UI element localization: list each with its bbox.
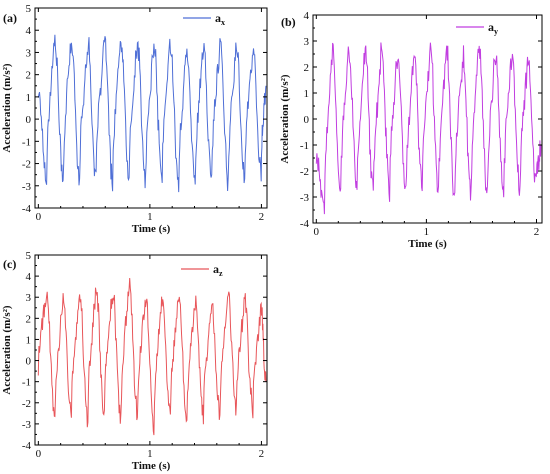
y-tick-label: -2 <box>22 398 31 410</box>
legend-subscript: z <box>219 269 223 278</box>
legend-main: a <box>215 11 221 25</box>
y-tick-label: 4 <box>26 271 32 283</box>
y-axis-label: Acceleration (m/s²) <box>1 63 13 152</box>
panel-label: (c) <box>3 257 16 271</box>
y-tick-label: -3 <box>22 419 32 431</box>
plot-frame <box>312 14 543 224</box>
x-tick-label: 1 <box>147 211 153 223</box>
legend-main: a <box>488 20 494 34</box>
series-line-az <box>37 277 267 436</box>
y-tick-label: -4 <box>22 203 32 215</box>
plot-frame <box>34 7 268 209</box>
x-tick-label: 0 <box>36 211 42 223</box>
y-axis-label: Acceleration (m/s²) <box>279 74 291 163</box>
x-tick-label: 2 <box>534 226 540 238</box>
x-axis-label: Time (s) <box>408 238 447 250</box>
y-tick-label: 1 <box>26 334 32 346</box>
x-tick-label: 0 <box>314 226 320 238</box>
y-tick-label: 4 <box>26 25 32 37</box>
y-tick-label: 2 <box>26 313 32 325</box>
legend-main: a <box>213 262 219 276</box>
x-tick-label: 1 <box>147 448 153 460</box>
legend-entry: ax <box>215 11 225 27</box>
x-tick-label: 0 <box>36 448 42 460</box>
y-tick-label: 1 <box>26 92 32 104</box>
y-tick-label: 5 <box>26 250 32 262</box>
y-tick-label: 3 <box>26 292 32 304</box>
panel-b: -4 -3 -2 -1 0 1 2 3 4 0 1 2 Time (s) Acceleration (m/… <box>279 10 543 250</box>
y-tick-label: 0 <box>26 356 32 368</box>
y-tick-label: 1 <box>304 88 310 100</box>
y-tick-label: 5 <box>26 3 32 15</box>
x-tick-label: 2 <box>259 448 265 460</box>
y-tick-label: -3 <box>22 181 32 193</box>
legend-entry: ay <box>488 20 498 36</box>
y-tick-label: -4 <box>300 218 310 230</box>
y-tick-label: -1 <box>300 140 309 152</box>
y-axis-label: Acceleration (m/s²) <box>1 305 13 394</box>
y-tick-label: 2 <box>304 62 310 74</box>
series-line-ax <box>37 34 267 193</box>
legend-entry: az <box>213 262 223 278</box>
y-tick-label: -2 <box>22 159 31 171</box>
y-tick-label: -1 <box>22 136 31 148</box>
panel-label: (a) <box>3 11 17 25</box>
y-tick-label: -2 <box>300 166 309 178</box>
legend-subscript: x <box>221 18 225 27</box>
y-tick-label: 0 <box>304 114 310 126</box>
x-axis-label: Time (s) <box>132 460 171 472</box>
y-tick-label: 4 <box>304 10 310 22</box>
panel-a: -4 -3 -2 -1 0 1 2 3 4 5 0 1 2 Time (s) Acceleration (m… <box>1 3 268 235</box>
panel-label: (b) <box>281 15 296 29</box>
y-tick-label: 2 <box>26 70 32 82</box>
panel-c: -4 -3 -2 -1 0 1 2 3 4 5 0 1 2 Time (s) Acceleration (m… <box>1 250 268 472</box>
y-tick-label: 3 <box>26 47 32 59</box>
legend-subscript: y <box>494 27 498 36</box>
y-tick-label: 0 <box>26 114 32 126</box>
y-tick-label: 3 <box>304 36 310 48</box>
x-tick-label: 2 <box>259 211 265 223</box>
x-axis-label: Time (s) <box>132 223 171 235</box>
y-tick-label: -3 <box>300 192 310 204</box>
y-tick-label: -1 <box>22 377 31 389</box>
series-line-ay <box>315 42 542 215</box>
x-tick-label: 1 <box>424 226 430 238</box>
y-tick-label: -4 <box>22 440 32 452</box>
